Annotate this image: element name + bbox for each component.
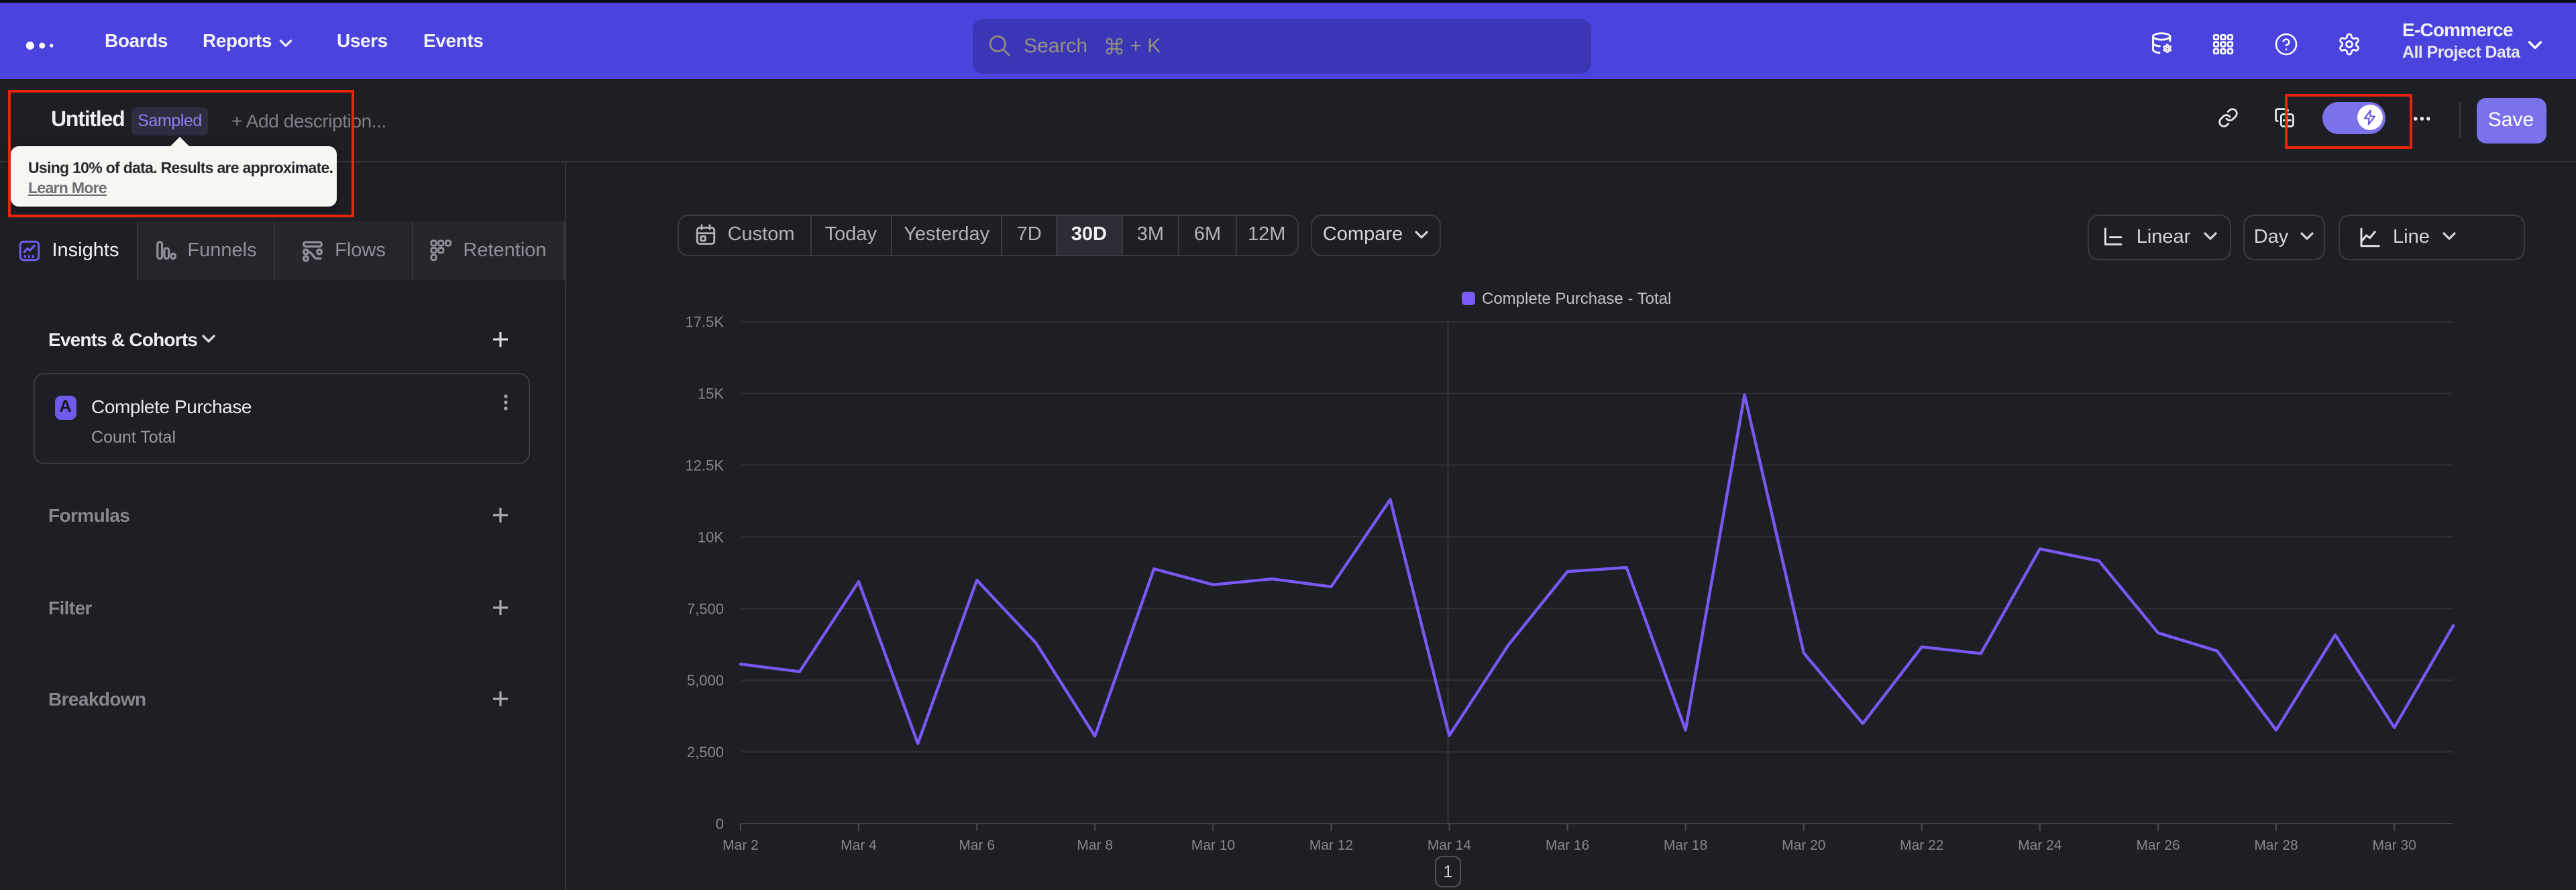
- svg-text:Mar 20: Mar 20: [1782, 837, 1825, 852]
- svg-text:Mar 4: Mar 4: [841, 837, 877, 852]
- svg-text:2,500: 2,500: [687, 743, 724, 760]
- svg-text:7,500: 7,500: [687, 600, 724, 616]
- svg-text:Mar 18: Mar 18: [1664, 837, 1707, 852]
- svg-text:Mar 8: Mar 8: [1077, 837, 1113, 852]
- svg-text:12.5K: 12.5K: [686, 457, 724, 474]
- svg-text:Mar 30: Mar 30: [2373, 837, 2416, 852]
- svg-text:15K: 15K: [698, 385, 724, 402]
- svg-text:Mar 10: Mar 10: [1191, 837, 1235, 852]
- svg-text:Mar 28: Mar 28: [2254, 837, 2298, 852]
- svg-text:10K: 10K: [698, 528, 724, 545]
- svg-text:Mar 26: Mar 26: [2136, 837, 2180, 852]
- svg-text:17.5K: 17.5K: [686, 313, 724, 330]
- svg-text:5,000: 5,000: [687, 671, 724, 688]
- svg-text:1: 1: [1444, 862, 1453, 881]
- svg-text:Mar 16: Mar 16: [1546, 837, 1589, 852]
- svg-text:Mar 14: Mar 14: [1428, 837, 1472, 852]
- svg-text:Mar 22: Mar 22: [1900, 837, 1943, 852]
- svg-text:Mar 2: Mar 2: [722, 837, 759, 852]
- svg-text:Mar 12: Mar 12: [1309, 837, 1353, 852]
- svg-text:Mar 6: Mar 6: [959, 837, 995, 852]
- svg-text:Complete Purchase - Total: Complete Purchase - Total: [1482, 289, 1671, 307]
- svg-text:Mar 24: Mar 24: [2018, 837, 2062, 852]
- svg-text:0: 0: [716, 815, 724, 832]
